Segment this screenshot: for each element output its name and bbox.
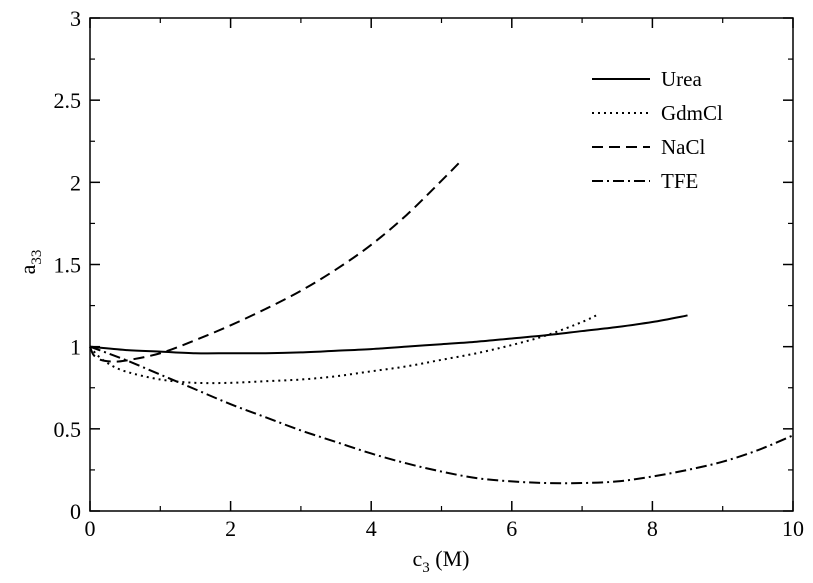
y-axis-label: a33 [15,250,45,275]
x-axis-label-main: c [413,546,423,571]
x-axis-label: c3 (M) [413,546,470,576]
y-tick-label: 3 [70,6,81,31]
legend-label-nacl: NaCl [661,135,705,159]
x-tick-label: 8 [647,516,658,541]
series-line-nacl [89,158,464,363]
legend-label-tfe: TFE [661,169,698,193]
y-tick-label: 2.5 [54,88,82,113]
x-axis-label-sub: 3 [422,560,430,576]
y-tick-label: 1.5 [54,253,82,278]
series-line-tfe [89,345,794,485]
y-tick-label: 1 [70,335,81,360]
x-tick-label: 10 [782,516,804,541]
y-tick-label: 0 [70,499,81,524]
y-axis-label-main: a [15,264,40,274]
x-tick-label: 2 [225,516,236,541]
x-tick-label: 0 [85,516,96,541]
ticks: 0 2 4 6 8 10 0 0.5 1 1.5 2 2.5 3 [54,6,805,541]
series-line-urea [89,314,688,355]
y-tick-label: 0.5 [54,417,82,442]
y-tick-label: 2 [70,170,81,195]
x-tick-label: 6 [506,516,517,541]
legend-label-gdmcl: GdmCl [661,101,723,125]
y-axis-label-sub: 33 [29,250,45,265]
x-axis-label-unit: (M) [430,546,470,571]
series-line-gdmcl [89,314,597,385]
legend-label-urea: Urea [661,67,702,91]
plot-frame [89,17,794,512]
x-tick-label: 4 [366,516,377,541]
legend: Urea GdmCl NaCl TFE [592,67,723,193]
series-group [89,158,794,485]
